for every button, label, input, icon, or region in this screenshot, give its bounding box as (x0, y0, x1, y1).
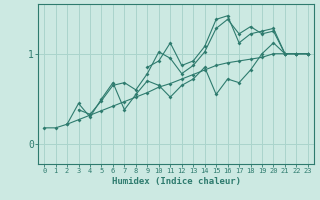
X-axis label: Humidex (Indice chaleur): Humidex (Indice chaleur) (111, 177, 241, 186)
